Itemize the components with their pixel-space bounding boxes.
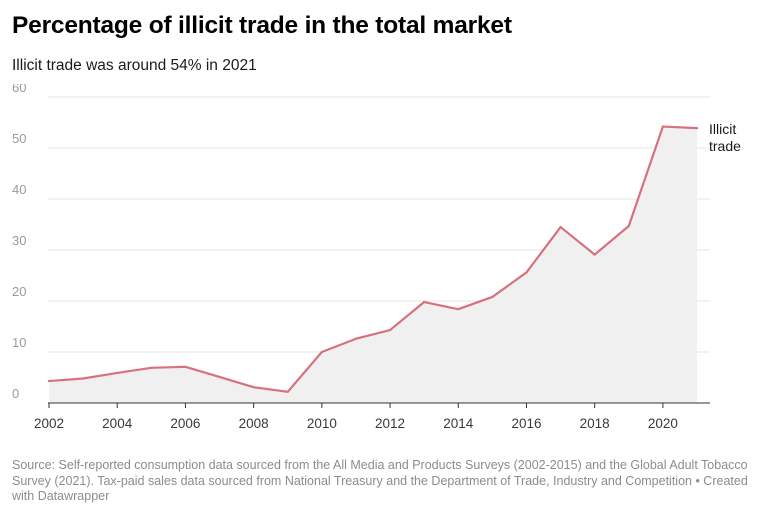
y-tick-label: 60 bbox=[12, 84, 26, 95]
data-point bbox=[661, 125, 664, 128]
x-tick-label: 2010 bbox=[307, 416, 337, 431]
data-point bbox=[116, 371, 119, 375]
illicit-trade-area-chart: 0 10 20 30 40 50 60 2002 2004 2006 2008 2010 2012 201… bbox=[12, 84, 741, 431]
y-tick-label: 50 bbox=[12, 131, 26, 146]
y-tick-label: 10 bbox=[12, 335, 26, 350]
data-point bbox=[593, 253, 596, 256]
series-label-illicit-trade: Illicit trade bbox=[709, 121, 741, 154]
data-point bbox=[47, 379, 51, 383]
data-point bbox=[354, 337, 358, 340]
series-line-illicit-trade bbox=[47, 125, 699, 393]
data-point bbox=[491, 295, 494, 299]
data-point bbox=[150, 366, 153, 369]
data-point bbox=[320, 350, 323, 354]
x-tick-label: 2006 bbox=[170, 416, 200, 431]
x-tick-label: 2008 bbox=[239, 416, 269, 431]
series-area-fill bbox=[49, 126, 697, 403]
data-point bbox=[457, 308, 460, 311]
data-point bbox=[82, 377, 85, 380]
y-tick-label: 20 bbox=[12, 284, 26, 299]
x-tick-label: 2020 bbox=[648, 416, 678, 431]
x-tick-label: 2004 bbox=[102, 416, 133, 431]
chart-title: Percentage of illicit trade in the total… bbox=[12, 12, 512, 39]
data-point bbox=[695, 127, 699, 130]
chart-source-note: Source: Self-reported consumption data s… bbox=[12, 458, 748, 503]
x-tick-label: 2002 bbox=[34, 416, 64, 431]
y-tick-label: 40 bbox=[12, 182, 26, 197]
y-tick-label: 30 bbox=[12, 233, 26, 248]
data-point bbox=[218, 375, 221, 379]
chart-subtitle: Illicit trade was around 54% in 2021 bbox=[12, 57, 257, 74]
y-tick-label: 0 bbox=[12, 386, 19, 401]
data-point bbox=[286, 390, 289, 393]
data-point bbox=[388, 328, 392, 332]
x-tick-label: 2016 bbox=[511, 416, 541, 431]
data-point bbox=[252, 386, 255, 389]
x-tick-label: 2014 bbox=[443, 416, 474, 431]
x-tick-label: 2012 bbox=[375, 416, 405, 431]
x-tick-label: 2018 bbox=[580, 416, 610, 431]
data-point bbox=[423, 300, 426, 304]
data-point bbox=[525, 271, 528, 274]
data-point bbox=[184, 365, 187, 368]
data-point bbox=[627, 224, 630, 228]
data-point bbox=[559, 225, 562, 229]
